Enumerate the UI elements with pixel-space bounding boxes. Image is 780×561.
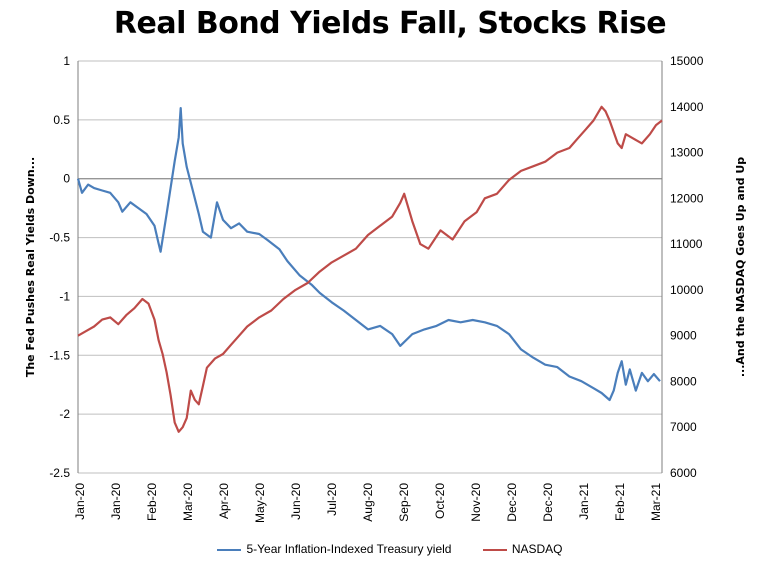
left-tick-label: -2 [59,407,70,421]
series-line-yield [76,106,661,402]
right-tick-label: 12000 [670,191,704,205]
right-tick-label: 14000 [670,100,704,114]
left-tick-label: 0 [63,172,70,186]
legend-swatch-nasdaq [482,548,507,551]
series-line-nasdaq [77,105,663,433]
right-axis-title: ...And the NASDAQ Goes Up and Up [734,157,747,377]
x-tick-label: Apr-20 [217,483,231,519]
left-tick-label: -0.5 [49,231,70,245]
x-tick-label: Mar-20 [181,483,195,521]
x-tick-label: Jan-20 [109,483,123,520]
x-tick-label: Aug-20 [361,483,375,522]
x-tick-label: Feb-20 [145,483,159,521]
legend-label-nasdaq: NASDAQ [511,541,563,556]
x-tick-label: Dec-20 [505,483,519,522]
x-tick-label: Jul-20 [325,483,339,516]
right-axis-ticks: 6000 7000 8000 9000 10000 11000 12000 13000 1400… [670,54,704,480]
left-tick-label: 1 [63,54,70,68]
x-axis-ticks: Jan-20 Jan-20 Feb-20 Mar-20 Apr-20 May-20 Jun-… [73,483,663,523]
x-tick-label: Sep-20 [397,483,411,522]
right-tick-label: 11000 [670,237,703,251]
right-tick-label: 6000 [670,466,697,480]
series-layer [76,105,663,433]
left-tick-label: -1 [59,289,70,303]
legend-item-nasdaq: NASDAQ [482,541,563,556]
legend: 5-Year Inflation-Indexed Treasury yield … [0,541,780,556]
x-tick-label: Jan-20 [73,483,87,520]
left-axis-ticks: -2.5 -2 -1.5 -1 -0.5 0 0.5 1 [49,54,70,480]
legend-swatch-yield [217,548,242,551]
x-tick-label: Jun-20 [289,483,303,520]
x-tick-label: May-20 [253,483,267,523]
x-tick-label: Jan-21 [577,483,591,520]
x-tick-label: Dec-20 [541,483,555,522]
gridlines [77,60,663,474]
right-tick-label: 15000 [670,54,704,68]
right-tick-label: 10000 [670,283,704,297]
left-tick-label: -1.5 [49,348,70,362]
left-tick-label: -2.5 [49,466,70,480]
legend-label-yield: 5-Year Inflation-Indexed Treasury yield [246,541,452,556]
x-tick-label: Mar-21 [649,483,663,521]
right-tick-label: 9000 [670,329,697,343]
legend-item-yield: 5-Year Inflation-Indexed Treasury yield [217,542,451,556]
left-axis-title: The Fed Pushes Real Yields Down... [24,157,37,377]
left-tick-label: 0.5 [53,113,70,127]
right-tick-label: 13000 [670,146,704,160]
x-tick-label: Oct-20 [433,483,447,519]
x-tick-label: Nov-20 [469,483,483,522]
chart-title: Real Bond Yields Fall, Stocks Rise [113,6,667,41]
right-tick-label: 7000 [670,420,697,434]
x-tick-label: Feb-21 [613,483,627,521]
right-tick-label: 8000 [670,374,697,388]
